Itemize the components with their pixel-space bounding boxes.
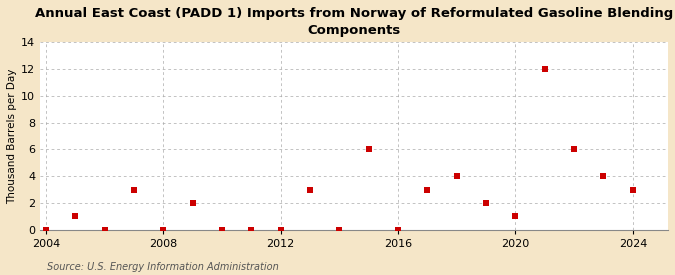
Point: [158, 228, 169, 232]
Point: [539, 67, 550, 71]
Point: [393, 228, 404, 232]
Point: [246, 228, 256, 232]
Text: Source: U.S. Energy Information Administration: Source: U.S. Energy Information Administ…: [47, 262, 279, 272]
Point: [275, 228, 286, 232]
Point: [304, 187, 315, 192]
Point: [628, 187, 639, 192]
Point: [598, 174, 609, 178]
Point: [363, 147, 374, 152]
Point: [334, 228, 345, 232]
Point: [99, 228, 110, 232]
Point: [187, 201, 198, 205]
Point: [422, 187, 433, 192]
Point: [40, 228, 51, 232]
Point: [569, 147, 580, 152]
Point: [217, 228, 227, 232]
Point: [452, 174, 462, 178]
Point: [481, 201, 491, 205]
Y-axis label: Thousand Barrels per Day: Thousand Barrels per Day: [7, 68, 17, 204]
Point: [129, 187, 140, 192]
Point: [70, 214, 81, 219]
Point: [510, 214, 521, 219]
Title: Annual East Coast (PADD 1) Imports from Norway of Reformulated Gasoline Blending: Annual East Coast (PADD 1) Imports from …: [35, 7, 673, 37]
